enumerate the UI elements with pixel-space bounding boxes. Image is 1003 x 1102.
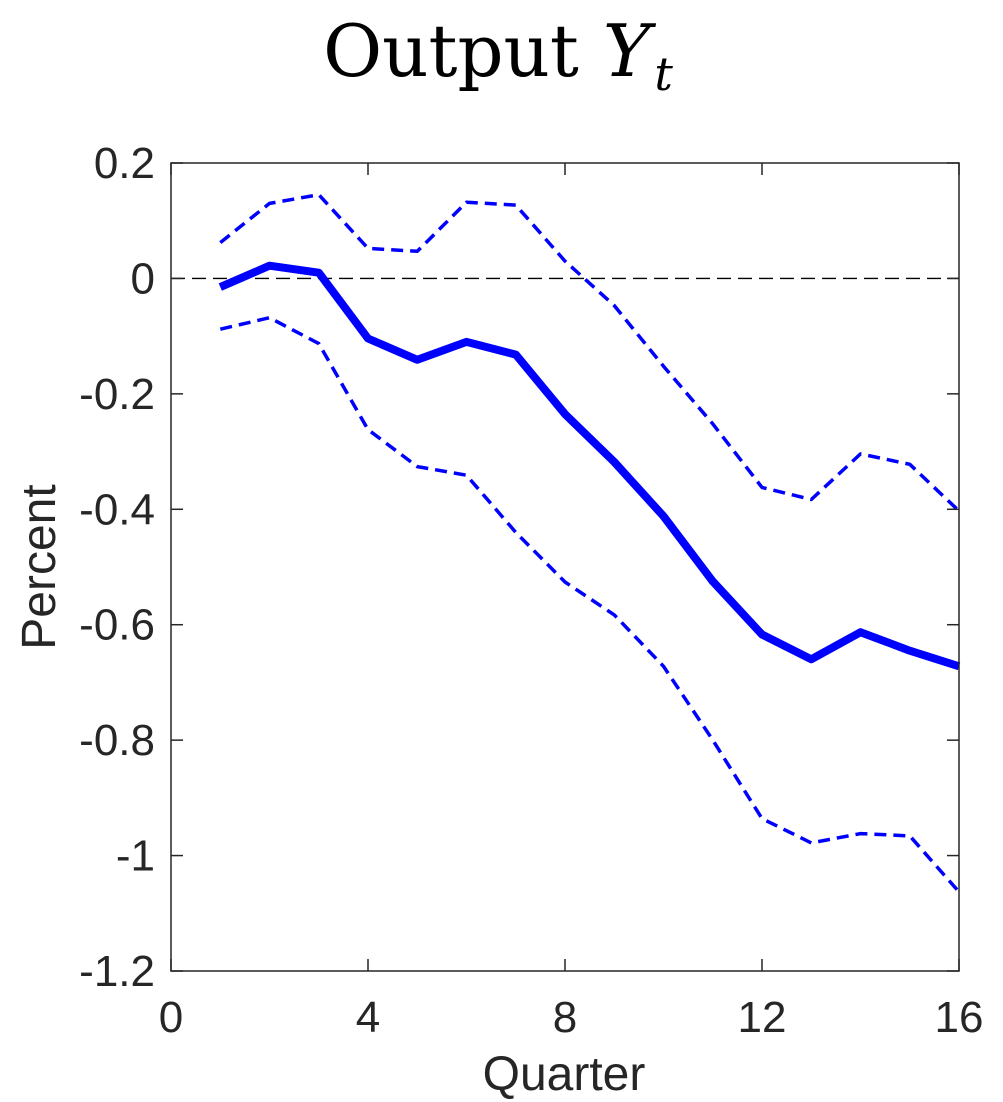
x-tick-label: 16 — [935, 993, 984, 1042]
chart-title-variable: Y — [603, 9, 657, 93]
y-axis-ticks: 0.2 0 -0.2 -0.4 -0.6 -0.8 -1 -1.2 — [79, 139, 959, 996]
plot-area-frame — [170, 162, 960, 972]
series-line-upper-band — [219, 192, 961, 513]
y-tick-label: -0.4 — [79, 485, 155, 534]
x-tick-label: 8 — [553, 993, 577, 1042]
y-tick-label: -0.8 — [79, 716, 155, 765]
chart-title: Output Y t — [323, 9, 673, 101]
chart-title-text: Output — [323, 9, 579, 93]
x-tick-label: 12 — [738, 993, 787, 1042]
y-tick-label: -1.2 — [79, 947, 155, 996]
y-tick-label: 0.2 — [94, 139, 155, 188]
series-group — [218, 192, 961, 894]
series-line-point-estimate — [218, 261, 961, 671]
x-axis-label: Quarter — [483, 1048, 646, 1101]
x-tick-label: 4 — [356, 993, 380, 1042]
chart-title-subscript: t — [654, 47, 673, 101]
y-tick-label: -0.6 — [79, 601, 155, 650]
series-line-lower-band — [219, 315, 961, 894]
x-tick-label: 0 — [159, 993, 183, 1042]
y-tick-label: 0 — [131, 254, 155, 303]
x-axis-ticks: 0 4 8 12 16 — [159, 163, 984, 1042]
y-axis-label: Percent — [13, 484, 66, 649]
y-tick-label: -0.2 — [79, 370, 155, 419]
y-tick-label: -1 — [116, 832, 155, 881]
